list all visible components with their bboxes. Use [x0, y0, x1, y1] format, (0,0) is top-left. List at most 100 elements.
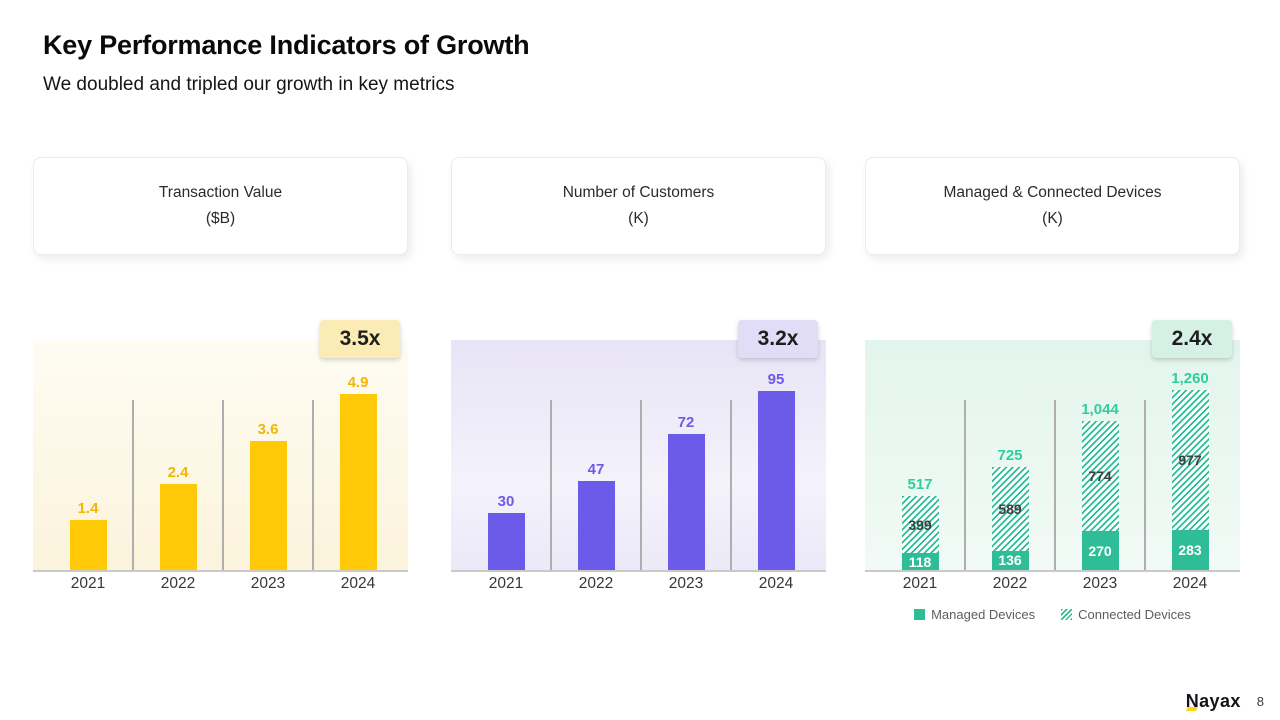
bar-group-2021: 1.4: [43, 340, 133, 570]
segment-value-label: 977: [1178, 451, 1202, 468]
x-tick-label: 2021: [488, 575, 524, 592]
bar-value-label: 4.9: [347, 373, 369, 391]
x-tick-label: 2022: [578, 575, 614, 592]
bar-value-label: 47: [587, 461, 605, 479]
plot-area: 1.4 2.4 3.6 4.9: [43, 340, 403, 570]
connected-devices-segment: 977: [1171, 390, 1209, 530]
total-value-label: 725: [997, 446, 1023, 464]
grid-separator: [730, 400, 732, 570]
segment-value-label: 399: [908, 516, 932, 533]
segment-value-label: 136: [998, 552, 1022, 569]
total-value-label: 517: [907, 476, 933, 494]
x-tick-label: 2022: [992, 575, 1028, 592]
chart-legend: Managed Devices Connected Devices: [865, 607, 1240, 622]
managed-devices-segment: 270: [1081, 531, 1119, 570]
segment-value-label: 283: [1178, 541, 1202, 558]
metric-card-number-of-customers: Number of Customers (K): [451, 157, 826, 255]
legend-label: Connected Devices: [1078, 607, 1191, 622]
metric-column-number-of-customers: Number of Customers (K) 3.2x 30 47 72 95 20…: [451, 157, 826, 677]
connected-devices-segment: 774: [1081, 420, 1119, 532]
bar-value-label: 95: [767, 370, 785, 388]
segment-value-label: 270: [1088, 542, 1112, 559]
metric-column-devices: Managed & Connected Devices (K) 2.4x 517…: [865, 157, 1240, 677]
x-axis-labels: 2021 2022 2023 2024: [461, 575, 821, 593]
bar-group-2022: 725 589 136: [965, 340, 1055, 570]
bar-group-2022: 47: [551, 340, 641, 570]
managed-devices-swatch-icon: [914, 609, 926, 620]
bar-group-2024: 1,260 977 283: [1145, 340, 1235, 570]
bars-row: 1.4 2.4 3.6 4.9: [43, 340, 403, 570]
x-tick-label: 2021: [70, 575, 106, 592]
page-subtitle: We doubled and tripled our growth in key…: [43, 74, 455, 95]
bar-value-label: 30: [497, 493, 515, 511]
number-of-customers-chart: 3.2x 30 47 72 95: [451, 320, 826, 572]
growth-badge: 2.4x: [1152, 320, 1232, 358]
bar: [487, 513, 525, 570]
total-value-label: 1,260: [1171, 370, 1209, 388]
metric-card-transaction-value: Transaction Value ($B): [33, 157, 408, 255]
bar-value-label: 1.4: [77, 499, 99, 517]
metric-card-devices: Managed & Connected Devices (K): [865, 157, 1240, 255]
nayax-logo: Nayax: [1186, 691, 1241, 712]
bar-value-label: 72: [677, 414, 695, 432]
metric-card-title: Managed & Connected Devices: [943, 184, 1162, 201]
x-tick-label: 2023: [250, 575, 286, 592]
bar: [159, 483, 197, 570]
x-axis-labels: 2021 2022 2023 2024: [43, 575, 403, 593]
bar: [667, 434, 705, 570]
metric-column-transaction-value: Transaction Value ($B) 3.5x 1.4 2.4 3.6 4.9…: [33, 157, 408, 677]
connected-devices-segment: 589: [991, 466, 1029, 551]
bars-row: 30 47 72 95: [461, 340, 821, 570]
bar-group-2023: 3.6: [223, 340, 313, 570]
metric-card-unit: (K): [628, 210, 649, 227]
nayax-logo-text: Nayax: [1185, 691, 1241, 711]
managed-devices-segment: 118: [901, 553, 939, 570]
grid-separator: [550, 400, 552, 570]
managed-devices-segment: 136: [991, 550, 1029, 570]
devices-chart: 2.4x 517 399 118 725 589 136 1,044 774 270 1,260 9…: [865, 320, 1240, 572]
bar-group-2021: 30: [461, 340, 551, 570]
managed-devices-segment: 283: [1171, 529, 1209, 570]
growth-badge: 3.5x: [320, 320, 400, 358]
connected-devices-swatch-icon: [1061, 609, 1073, 620]
bar-group-2023: 1,044 774 270: [1055, 340, 1145, 570]
bars-row: 517 399 118 725 589 136 1,044 774 270 1,260 977 283: [875, 340, 1235, 570]
segment-value-label: 118: [908, 553, 932, 570]
metric-card-title: Number of Customers: [562, 184, 715, 201]
total-value-label: 1,044: [1081, 400, 1119, 418]
plot-area: 517 399 118 725 589 136 1,044 774 270 1,260 977 283: [875, 340, 1235, 570]
grid-separator: [964, 400, 966, 570]
bar: [757, 390, 795, 570]
bar: [69, 519, 107, 570]
growth-badge: 3.2x: [738, 320, 818, 358]
bar-group-2023: 72: [641, 340, 731, 570]
transaction-value-chart: 3.5x 1.4 2.4 3.6 4.9: [33, 320, 408, 572]
bar-group-2022: 2.4: [133, 340, 223, 570]
x-tick-label: 2021: [902, 575, 938, 592]
page-title: Key Performance Indicators of Growth: [43, 30, 530, 60]
footer: Nayax 8: [1186, 691, 1264, 712]
bar-value-label: 2.4: [167, 463, 189, 481]
legend-item-managed-devices: Managed Devices: [914, 607, 1035, 622]
segment-value-label: 589: [998, 500, 1022, 517]
grid-separator: [1144, 400, 1146, 570]
grid-separator: [222, 400, 224, 570]
segment-value-label: 774: [1088, 468, 1112, 485]
connected-devices-segment: 399: [901, 496, 939, 554]
metric-card-title: Transaction Value: [158, 184, 283, 201]
metric-card-unit: ($B): [205, 210, 236, 227]
x-tick-label: 2024: [1172, 575, 1208, 592]
x-tick-label: 2022: [160, 575, 196, 592]
bar-group-2024: 95: [731, 340, 821, 570]
legend-label: Managed Devices: [931, 607, 1036, 622]
x-tick-label: 2023: [1082, 575, 1118, 592]
metric-card-unit: (K): [1042, 210, 1063, 227]
x-axis-labels: 2021 2022 2023 2024: [875, 575, 1235, 593]
plot-area: 30 47 72 95: [461, 340, 821, 570]
bar: [249, 440, 287, 570]
page-number: 8: [1256, 694, 1264, 709]
legend-item-connected-devices: Connected Devices: [1061, 607, 1191, 622]
bar-group-2021: 517 399 118: [875, 340, 965, 570]
grid-separator: [1054, 400, 1056, 570]
